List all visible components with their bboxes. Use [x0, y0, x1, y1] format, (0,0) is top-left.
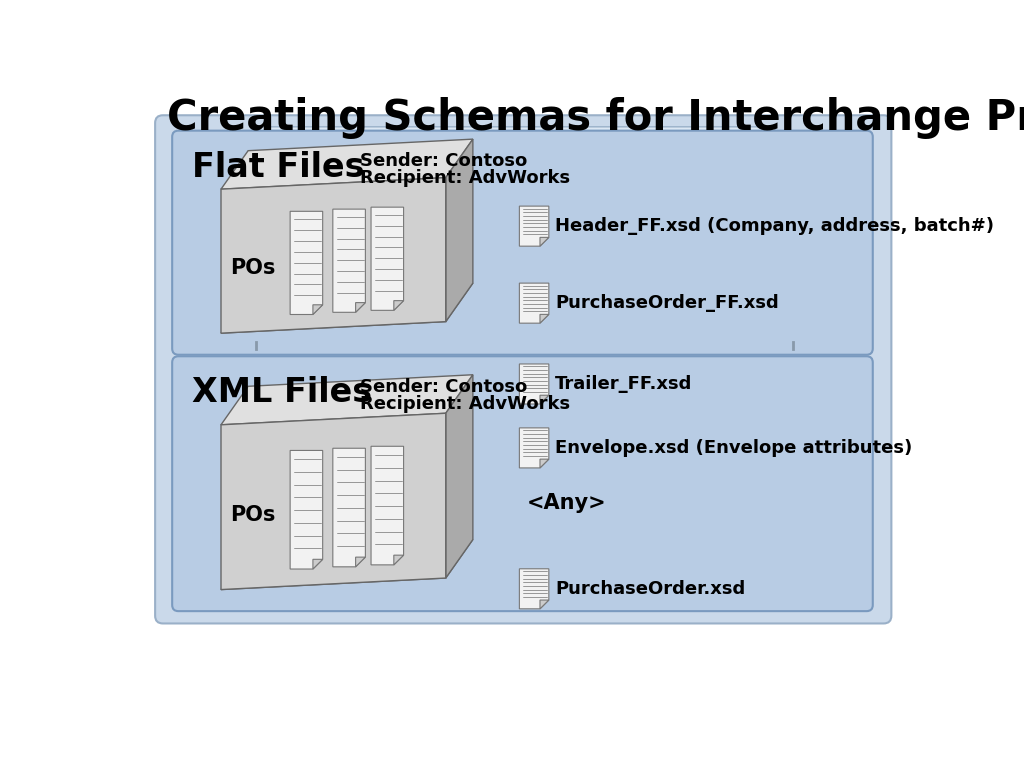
Text: Flat Files: Flat Files	[193, 151, 365, 184]
Polygon shape	[221, 413, 445, 590]
Text: Recipient: AdvWorks: Recipient: AdvWorks	[360, 395, 570, 412]
Polygon shape	[519, 283, 549, 323]
FancyBboxPatch shape	[155, 115, 891, 624]
Text: Trailer_FF.xsd: Trailer_FF.xsd	[555, 375, 692, 393]
Polygon shape	[519, 364, 549, 404]
FancyBboxPatch shape	[172, 356, 872, 611]
Polygon shape	[290, 211, 323, 315]
Polygon shape	[221, 139, 473, 189]
Polygon shape	[313, 305, 323, 315]
Polygon shape	[333, 449, 366, 567]
Polygon shape	[313, 559, 323, 569]
Text: Creating Schemas for Interchange Processing: Creating Schemas for Interchange Process…	[167, 97, 1024, 138]
Text: Sender: Contoso: Sender: Contoso	[360, 152, 527, 170]
Text: PurchaseOrder.xsd: PurchaseOrder.xsd	[555, 580, 745, 598]
Polygon shape	[355, 303, 366, 313]
Polygon shape	[540, 459, 549, 468]
Text: XML Files: XML Files	[193, 376, 373, 409]
Text: Sender: Contoso: Sender: Contoso	[360, 378, 527, 396]
Polygon shape	[221, 177, 445, 333]
Polygon shape	[540, 396, 549, 404]
Text: Recipient: AdvWorks: Recipient: AdvWorks	[360, 169, 570, 187]
Polygon shape	[290, 451, 323, 569]
Polygon shape	[540, 314, 549, 323]
Polygon shape	[371, 446, 403, 564]
FancyBboxPatch shape	[172, 131, 872, 355]
Polygon shape	[394, 300, 403, 310]
Polygon shape	[519, 206, 549, 247]
Text: POs: POs	[230, 505, 275, 525]
Polygon shape	[333, 209, 366, 313]
Polygon shape	[445, 139, 473, 322]
Polygon shape	[394, 555, 403, 564]
Polygon shape	[540, 237, 549, 247]
Text: POs: POs	[230, 258, 275, 278]
Text: Envelope.xsd (Envelope attributes): Envelope.xsd (Envelope attributes)	[555, 439, 912, 457]
Text: Header_FF.xsd (Company, address, batch#): Header_FF.xsd (Company, address, batch#)	[555, 217, 994, 235]
Polygon shape	[540, 600, 549, 609]
Polygon shape	[221, 540, 473, 590]
Polygon shape	[519, 569, 549, 609]
Text: PurchaseOrder_FF.xsd: PurchaseOrder_FF.xsd	[555, 294, 779, 312]
FancyBboxPatch shape	[256, 127, 775, 157]
Polygon shape	[355, 557, 366, 567]
Polygon shape	[371, 207, 403, 310]
Polygon shape	[519, 428, 549, 468]
Polygon shape	[221, 375, 473, 425]
Polygon shape	[221, 283, 473, 333]
Text: <Any>: <Any>	[527, 493, 607, 513]
Polygon shape	[445, 375, 473, 578]
